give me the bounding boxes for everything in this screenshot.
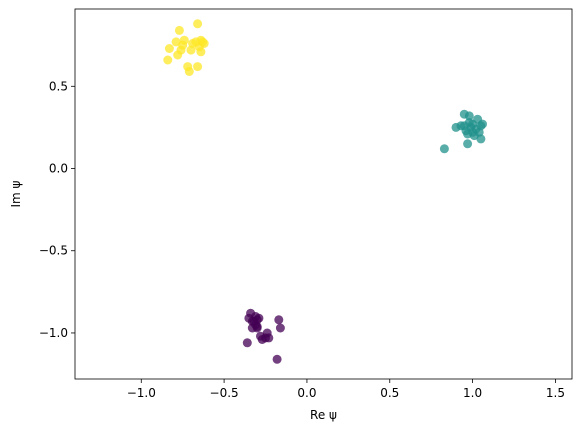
x-tick-label: 1.0	[463, 386, 482, 400]
x-tick-label: 0.5	[380, 386, 399, 400]
scatter-point	[439, 144, 449, 154]
scatter-point	[184, 67, 194, 76]
scatter-point	[463, 139, 473, 149]
scatter-point	[179, 35, 189, 45]
x-tick-label: −1.0	[127, 386, 156, 400]
y-tick-label: 0.5	[49, 79, 68, 93]
scatter-point	[264, 333, 274, 343]
scatter-point	[242, 338, 252, 348]
y-tick-label: −0.5	[39, 244, 68, 258]
scatter-point	[274, 315, 284, 325]
scatter-point	[476, 134, 486, 144]
plot-background	[75, 9, 572, 379]
y-tick-label: 0.0	[49, 162, 68, 176]
y-tick-label: −1.0	[39, 326, 68, 340]
x-tick-label: −0.5	[210, 386, 239, 400]
x-axis-label: Re ψ	[310, 408, 337, 422]
scatter-point	[464, 111, 474, 121]
scatter-point	[275, 323, 285, 333]
scatter-point	[174, 25, 184, 35]
x-tick-label: 1.5	[546, 386, 565, 400]
x-axis-ticks: −1.0 −0.5 0.0 0.5 1.0 1.5	[127, 379, 565, 400]
scatter-point	[164, 44, 174, 53]
scatter-point	[468, 127, 478, 137]
scatter-point	[272, 354, 282, 364]
scatter-point	[196, 47, 206, 57]
scatter-point	[193, 62, 203, 72]
scatter-point	[163, 55, 173, 65]
scatter-point	[193, 19, 203, 29]
scatter-point	[252, 323, 262, 333]
plot-frame	[74, 8, 573, 380]
scatter-point	[478, 119, 487, 129]
x-tick-label: 0.0	[297, 386, 316, 400]
data-points	[163, 19, 487, 364]
scatter-point	[459, 121, 469, 131]
y-axis-label: Im ψ	[9, 180, 23, 207]
y-axis-ticks: −1.0 −0.5 0.0 0.5	[39, 79, 75, 340]
scatter-point	[247, 316, 257, 326]
scatter-point	[199, 39, 209, 48]
